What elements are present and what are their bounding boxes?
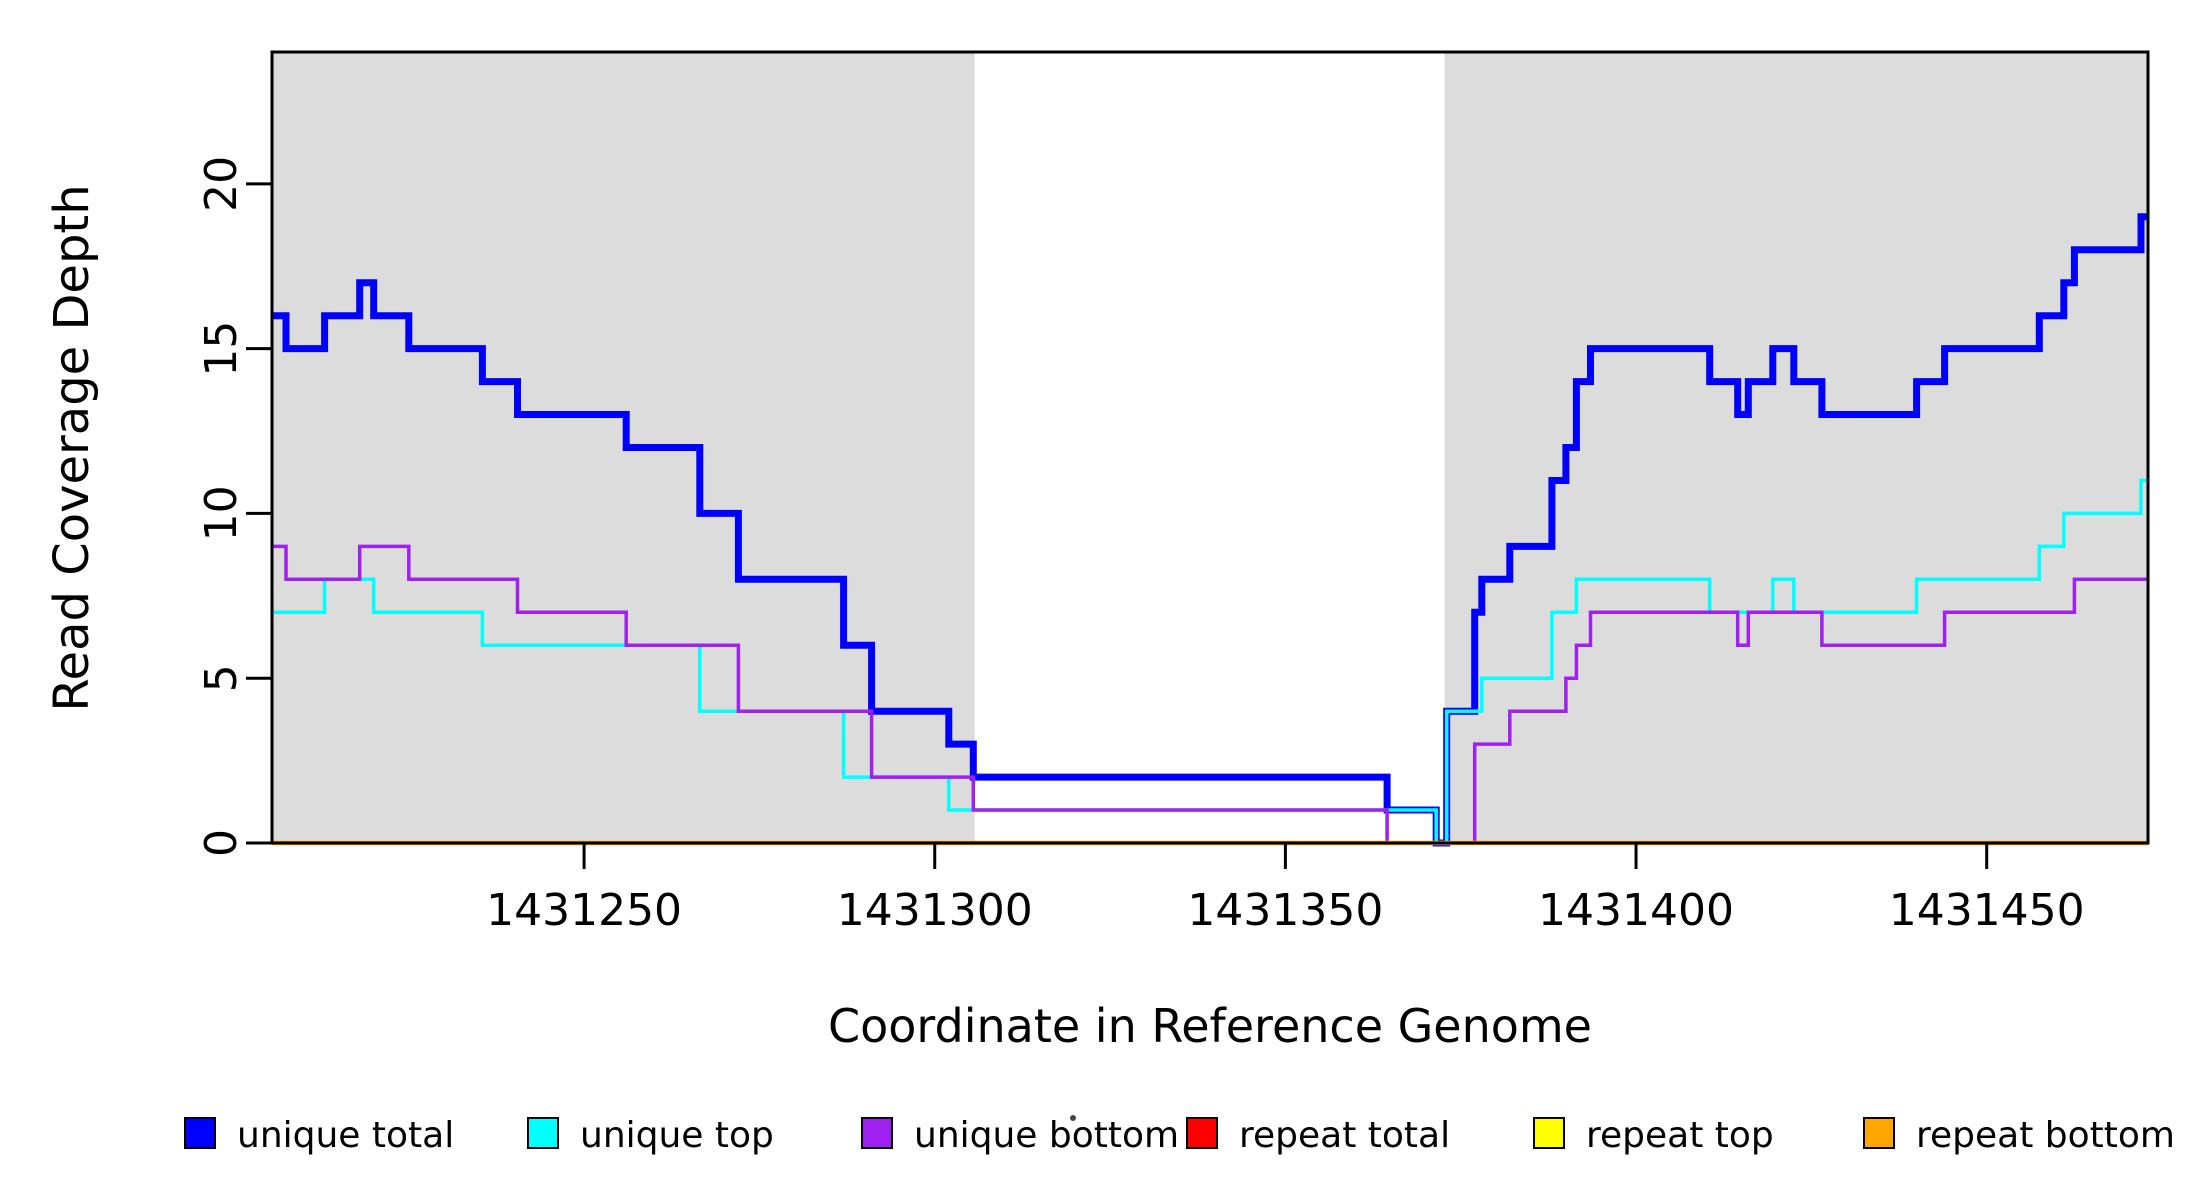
legend-item-unique-total: unique total xyxy=(184,1115,454,1156)
legend-label-repeat-bottom: repeat bottom xyxy=(1916,1115,2175,1156)
legend-item-repeat-top: repeat top xyxy=(1533,1115,1774,1156)
legend-label-repeat-total: repeat total xyxy=(1239,1115,1450,1156)
x-axis-title: Coordinate in Reference Genome xyxy=(828,999,1592,1053)
x-tick-label: 1431250 xyxy=(486,885,682,936)
plot-border xyxy=(270,50,2150,845)
axes-layer: 1431250 1431300 1431350 1431400 1431450 0 5 10 1… xyxy=(196,50,2150,936)
legend-swatch-unique-top xyxy=(527,1117,559,1149)
legend-swatch-unique-total xyxy=(184,1117,216,1149)
x-tick-label: 1431300 xyxy=(837,885,1033,936)
series-unique-bottom xyxy=(272,544,2148,845)
series-unique-top xyxy=(272,478,2148,845)
legend-item-unique-bottom: unique bottom xyxy=(861,1115,1179,1156)
legend-swatch-repeat-top xyxy=(1533,1117,1565,1149)
legend-item-repeat-bottom: repeat bottom xyxy=(1863,1115,2175,1156)
legend-label-unique-total: unique total xyxy=(237,1115,454,1156)
legend-swatch-repeat-total xyxy=(1186,1117,1218,1149)
x-tick-label: 1431450 xyxy=(1889,885,2085,936)
stray-mark xyxy=(1070,1115,1076,1121)
legend-label-unique-top: unique top xyxy=(580,1115,774,1156)
y-tick-label: 5 xyxy=(196,664,247,692)
legend-swatch-unique-bottom xyxy=(861,1117,893,1149)
legend-item-unique-top: unique top xyxy=(527,1115,774,1156)
legend-item-repeat-total: repeat total xyxy=(1186,1115,1450,1156)
y-tick-label: 15 xyxy=(196,321,247,377)
y-axis-title: Read Coverage Depth xyxy=(44,184,100,711)
legend-label-repeat-top: repeat top xyxy=(1586,1115,1774,1156)
x-tick-label: 1431400 xyxy=(1538,885,1734,936)
series-unique-total xyxy=(272,213,2148,847)
y-tick-label: 10 xyxy=(196,485,247,541)
y-tick-label: 20 xyxy=(196,156,247,212)
legend-swatch-repeat-bottom xyxy=(1863,1117,1895,1149)
legend: unique total unique top unique bottom repea… xyxy=(184,1115,2175,1156)
y-tick-label: 0 xyxy=(196,829,247,857)
shaded-region-2 xyxy=(1444,52,2148,843)
legend-label-unique-bottom: unique bottom xyxy=(914,1115,1179,1156)
shaded-regions-layer xyxy=(272,52,2148,843)
x-tick-label: 1431350 xyxy=(1187,885,1383,936)
